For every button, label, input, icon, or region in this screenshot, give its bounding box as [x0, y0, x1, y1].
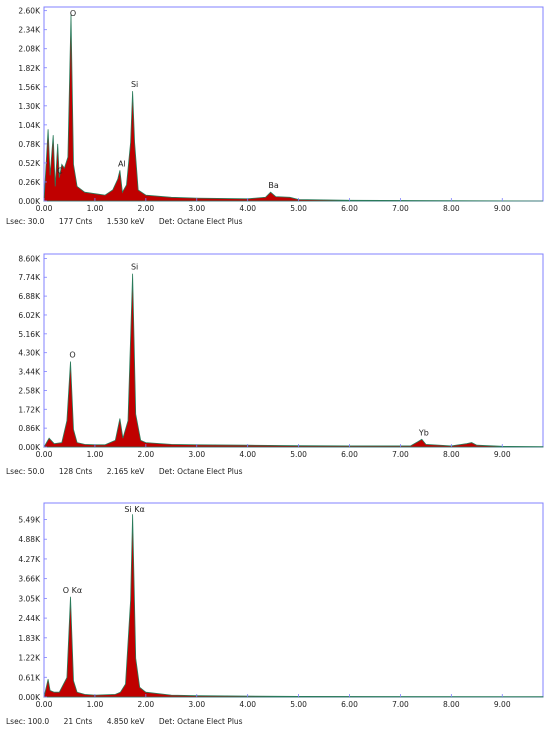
y-tick-label: 7.74K: [18, 273, 41, 282]
peak-label: Yb: [418, 428, 429, 437]
x-tick-label: 4.00: [239, 204, 256, 213]
peak-label: O Kα: [63, 586, 82, 595]
peak-label: Al: [118, 159, 126, 168]
y-tick-label: 1.04K: [18, 121, 41, 130]
y-tick-label: 1.30K: [18, 102, 41, 111]
y-tick-label: 0.00K: [18, 197, 41, 206]
status-bar: Lsec: 30.0 177 Cnts 1.530 keV Det: Octan…: [6, 217, 255, 226]
y-tick-label: 8.60K: [18, 254, 41, 263]
x-tick-label: 3.00: [188, 450, 205, 459]
peak-label: Si: [131, 80, 138, 89]
live-seconds: Lsec: 50.0: [6, 467, 45, 476]
x-tick-label: 1.00: [87, 700, 104, 709]
peak-label: O: [70, 9, 76, 18]
x-tick-label: 2.00: [137, 204, 154, 213]
counts: 128 Cnts: [58, 467, 93, 476]
x-tick-label: 0.00: [36, 700, 53, 709]
y-tick-label: 2.44K: [18, 614, 41, 623]
spectrum-area: [43, 273, 544, 448]
y-tick-label: 6.02K: [18, 311, 41, 320]
live-seconds: Lsec: 30.0: [6, 217, 45, 226]
spectrum-chart: 0.00K 0.86K 1.72K 2.58K 3.44K 4.30K 5.16K 6.02K…: [18, 253, 544, 459]
y-tick-label: 0.78K: [18, 140, 41, 149]
plot-frame: [43, 502, 544, 698]
x-tick-label: 1.00: [87, 204, 104, 213]
peak-label: Si: [131, 263, 138, 272]
x-tick-label: 5.00: [290, 204, 307, 213]
y-tick-label: 4.88K: [18, 535, 41, 544]
x-tick-label: 7.00: [392, 700, 409, 709]
y-tick-label: 0.61K: [18, 673, 41, 682]
x-tick-label: 2.00: [137, 450, 154, 459]
eds-spectrum-panel: 0.00K 0.86K 1.72K 2.58K 3.44K 4.30K 5.16K 6.02K…: [0, 245, 550, 485]
plot-frame: [43, 6, 544, 202]
y-tick-label: 3.05K: [18, 594, 41, 603]
x-tick-label: 3.00: [188, 700, 205, 709]
x-tick-label: 6.00: [341, 700, 358, 709]
x-tick-label: 9.00: [494, 450, 511, 459]
y-tick-label: 2.60K: [18, 7, 41, 16]
y-tick-label: 5.16K: [18, 330, 41, 339]
x-tick-label: 7.00: [392, 204, 409, 213]
y-tick-label: 1.22K: [18, 654, 41, 663]
x-tick-label: 9.00: [494, 700, 511, 709]
y-tick-label: 2.34K: [18, 26, 41, 35]
y-tick-label: 0.26K: [18, 178, 41, 187]
eds-spectrum-panel: 0.00K 0.61K 1.22K 1.83K 2.44K 3.05K 3.66K 4.27K…: [0, 495, 550, 730]
x-tick-label: 8.00: [443, 450, 460, 459]
y-tick-label: 2.08K: [18, 45, 41, 54]
x-tick-label: 5.00: [290, 450, 307, 459]
counts: 177 Cnts: [58, 217, 93, 226]
status-bar: Lsec: 50.0 128 Cnts 2.165 keV Det: Octan…: [6, 467, 255, 476]
x-tick-label: 7.00: [392, 450, 409, 459]
x-tick-label: 0.00: [36, 204, 53, 213]
detector: Det: Octane Elect Plus: [158, 717, 243, 726]
x-tick-label: 6.00: [341, 204, 358, 213]
peak-label: C: [57, 167, 63, 176]
plot-frame: [43, 253, 544, 448]
x-tick-label: 3.00: [188, 204, 205, 213]
y-tick-label: 1.72K: [18, 405, 41, 414]
y-tick-label: 0.00K: [18, 693, 41, 702]
detector: Det: Octane Elect Plus: [158, 467, 243, 476]
detector: Det: Octane Elect Plus: [158, 217, 243, 226]
eds-spectrum-panel: 0.00K 0.26K 0.52K 0.78K 1.04K 1.30K 1.56K 1.82K…: [0, 0, 550, 230]
y-tick-label: 1.82K: [18, 64, 41, 73]
spectrum-chart: 0.00K 0.26K 0.52K 0.78K 1.04K 1.30K 1.56K 1.82K…: [18, 6, 544, 213]
y-tick-label: 2.58K: [18, 386, 41, 395]
cursor-energy: 1.530 keV: [106, 217, 145, 226]
x-tick-label: 8.00: [443, 204, 460, 213]
y-tick-label: 0.52K: [18, 159, 41, 168]
x-tick-label: 8.00: [443, 700, 460, 709]
x-tick-label: 1.00: [87, 450, 104, 459]
y-tick-label: 1.83K: [18, 634, 41, 643]
y-tick-label: 4.30K: [18, 349, 41, 358]
x-tick-label: 4.00: [239, 700, 256, 709]
cursor-energy: 2.165 keV: [106, 467, 145, 476]
y-tick-label: 0.00K: [18, 443, 41, 452]
cursor-energy: 4.850 keV: [106, 717, 145, 726]
status-bar: Lsec: 100.0 21 Cnts 4.850 keV Det: Octan…: [6, 717, 255, 726]
y-tick-label: 1.56K: [18, 83, 41, 92]
x-tick-label: 2.00: [137, 700, 154, 709]
y-tick-label: 3.66K: [18, 575, 41, 584]
spectrum-area: [43, 14, 544, 202]
peak-label: O: [69, 350, 75, 359]
spectrum-area: [43, 514, 544, 698]
counts: 21 Cnts: [63, 717, 93, 726]
y-tick-label: 6.88K: [18, 292, 41, 301]
y-tick-label: 3.44K: [18, 368, 41, 377]
x-tick-label: 9.00: [494, 204, 511, 213]
y-tick-label: 0.86K: [18, 424, 41, 433]
y-tick-label: 5.49K: [18, 515, 41, 524]
x-tick-label: 0.00: [36, 450, 53, 459]
peak-label: Ba: [268, 181, 278, 190]
x-tick-label: 6.00: [341, 450, 358, 459]
live-seconds: Lsec: 100.0: [6, 717, 50, 726]
spectrum-chart: 0.00K 0.61K 1.22K 1.83K 2.44K 3.05K 3.66K 4.27K…: [18, 502, 544, 709]
peak-label: Si Kα: [124, 505, 144, 514]
x-tick-label: 4.00: [239, 450, 256, 459]
y-tick-label: 4.27K: [18, 555, 41, 564]
x-tick-label: 5.00: [290, 700, 307, 709]
